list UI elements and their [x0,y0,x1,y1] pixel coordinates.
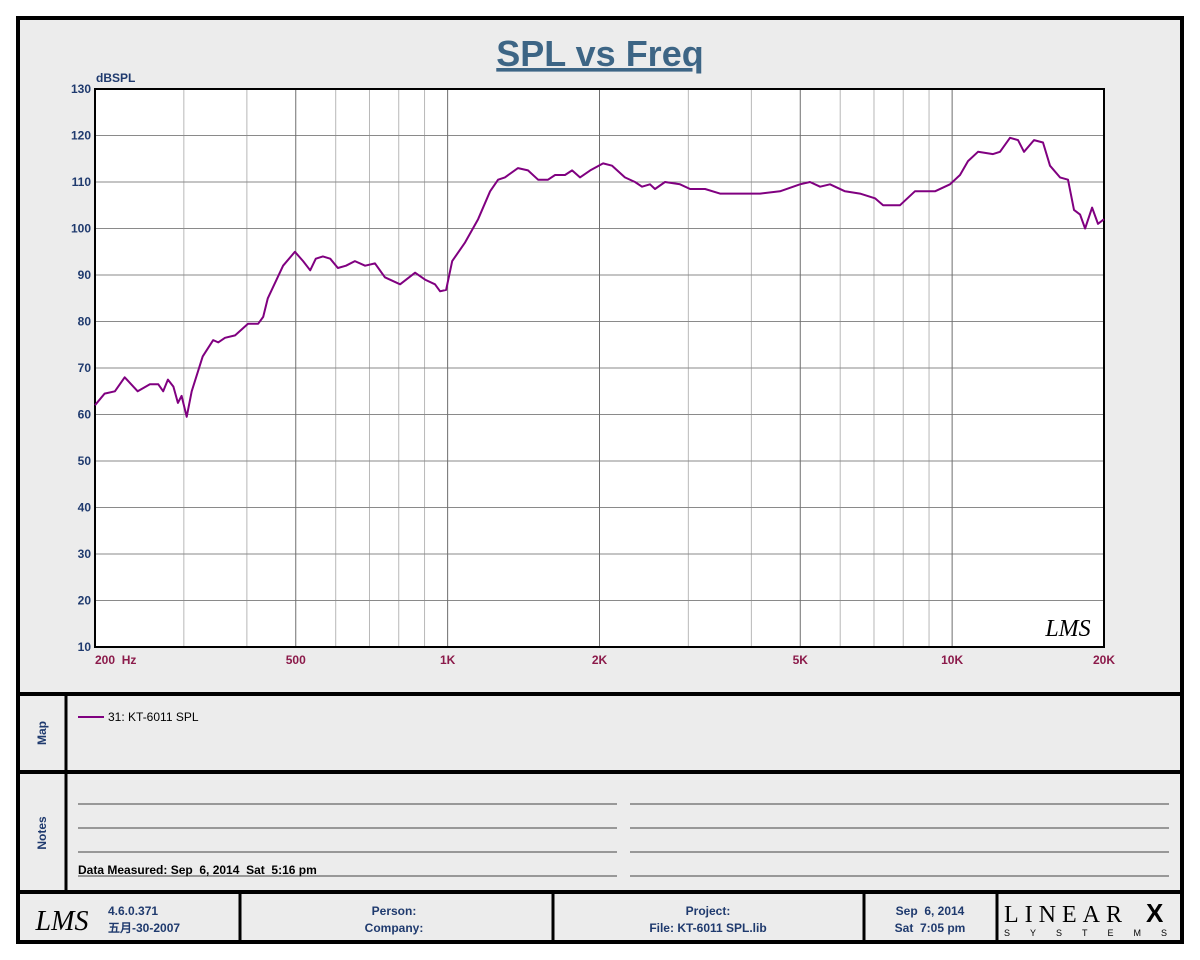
y-tick-label: 20 [78,594,92,608]
y-tick-label: 80 [78,315,92,329]
y-tick-label: 110 [72,175,92,189]
y-tick-label: 10 [78,640,92,654]
plot-border [94,88,1105,648]
y-tick-label: 40 [78,501,92,515]
y-tick-label: 90 [78,268,92,282]
y-tick-label: 50 [78,454,92,468]
watermark: LMS [1044,616,1090,642]
notes-text: Data Measured: Sep 6, 2014 Sat 5:16 pm [78,863,317,877]
x-tick-label: 10K [941,653,963,667]
y-tick-label: 100 [71,222,91,236]
x-tick-label: 500 [286,653,306,667]
y-tick-label: 70 [78,361,92,375]
date: Sep 6, 2014 [896,904,965,918]
build-date: 五月-30-2007 [108,921,180,935]
panel-label: Notes [35,816,49,850]
x-tick-label: 1K [440,653,456,667]
y-tick-label: 30 [78,547,92,561]
chart-title: SPL vs Freq [496,33,703,74]
footer-logo: LMS [35,906,89,937]
brand-x: X [1146,898,1164,928]
y-axis-label: dBSPL [96,71,135,85]
series-line [94,136,1105,418]
person: Person: [372,904,417,918]
x-tick-label: 20K [1093,653,1115,667]
legend-label: 31: KT-6011 SPL [108,710,199,724]
file: File: KT-6011 SPL.lib [649,921,766,935]
company: Company: [365,921,424,935]
brand-sub: SYSTEMS [1004,928,1187,938]
x-tick-label: 5K [793,653,809,667]
project: Project: [686,904,731,918]
brand: LINEAR [1004,902,1128,928]
x-tick-label: 200 Hz [95,653,136,667]
y-tick-label: 130 [71,82,91,96]
version: 4.6.0.371 [108,904,158,918]
y-tick-label: 120 [71,129,91,143]
note-lines [78,803,1169,877]
time: Sat 7:05 pm [895,921,966,935]
panel-label: Map [35,721,49,745]
x-tick-label: 2K [592,653,608,667]
y-tick-label: 60 [78,408,92,422]
plot [94,88,1105,648]
